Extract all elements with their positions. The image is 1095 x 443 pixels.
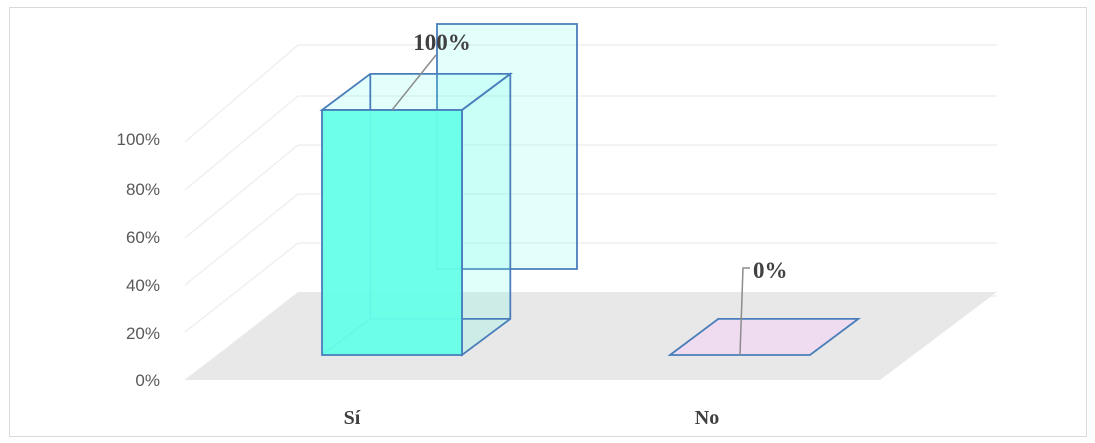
category-label: No — [695, 407, 719, 429]
y-tick-label: 80% — [126, 180, 160, 199]
bar-flat-face — [667, 317, 862, 356]
floor-plane — [185, 292, 997, 380]
data-label-leaders — [391, 54, 750, 356]
side-gridline — [184, 44, 299, 143]
side-gridline — [184, 95, 299, 191]
data-label-leader — [739, 267, 750, 356]
data-label: 0% — [753, 258, 788, 283]
y-tick-label: 60% — [126, 228, 160, 247]
side-gridline — [184, 193, 299, 286]
data-label: 100% — [413, 30, 471, 55]
bar — [667, 317, 862, 356]
side-gridline — [184, 242, 299, 333]
category-label: Sí — [344, 407, 361, 429]
bar-side-face — [461, 72, 512, 357]
category-labels: Sí No — [344, 407, 720, 429]
data-labels: 100% 0% — [413, 30, 787, 283]
bars — [319, 23, 862, 357]
bar-front-face — [321, 109, 463, 356]
side-gridline — [184, 144, 299, 239]
data-label-leader — [391, 54, 437, 111]
y-tick-label: 40% — [126, 276, 160, 295]
y-tick-label: 0% — [135, 371, 160, 390]
y-axis-ticks: 0% 20% 40% 60% 80% 100% — [117, 130, 160, 390]
chart-floor — [185, 292, 997, 380]
y-tick-label: 20% — [126, 324, 160, 343]
y-tick-label: 100% — [117, 130, 160, 149]
bar — [319, 23, 578, 357]
